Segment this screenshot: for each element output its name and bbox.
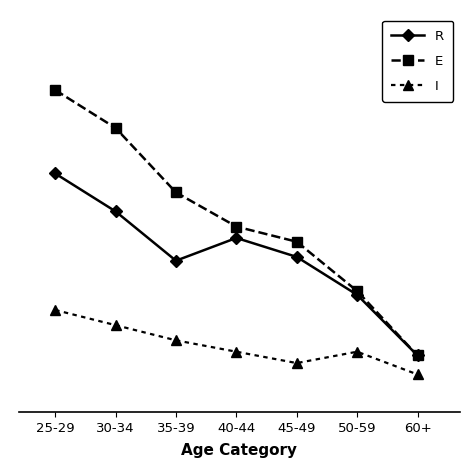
Line: I: I — [50, 305, 422, 379]
E — [415, 353, 420, 358]
I — [234, 349, 239, 355]
R — [52, 171, 58, 176]
I — [354, 349, 360, 355]
E — [173, 190, 179, 195]
E — [113, 125, 118, 131]
R — [354, 292, 360, 298]
E — [294, 239, 300, 245]
R — [113, 209, 118, 214]
X-axis label: Age Category: Age Category — [182, 444, 297, 458]
E — [354, 288, 360, 294]
R — [415, 353, 420, 358]
R — [234, 235, 239, 241]
R — [173, 258, 179, 264]
Line: R: R — [51, 169, 422, 360]
E — [52, 87, 58, 93]
I — [52, 307, 58, 313]
I — [294, 360, 300, 366]
I — [113, 322, 118, 328]
Line: E: E — [50, 85, 422, 360]
Legend: R, E, I: R, E, I — [382, 21, 453, 102]
I — [415, 372, 420, 377]
I — [173, 337, 179, 343]
E — [234, 224, 239, 229]
R — [294, 254, 300, 260]
